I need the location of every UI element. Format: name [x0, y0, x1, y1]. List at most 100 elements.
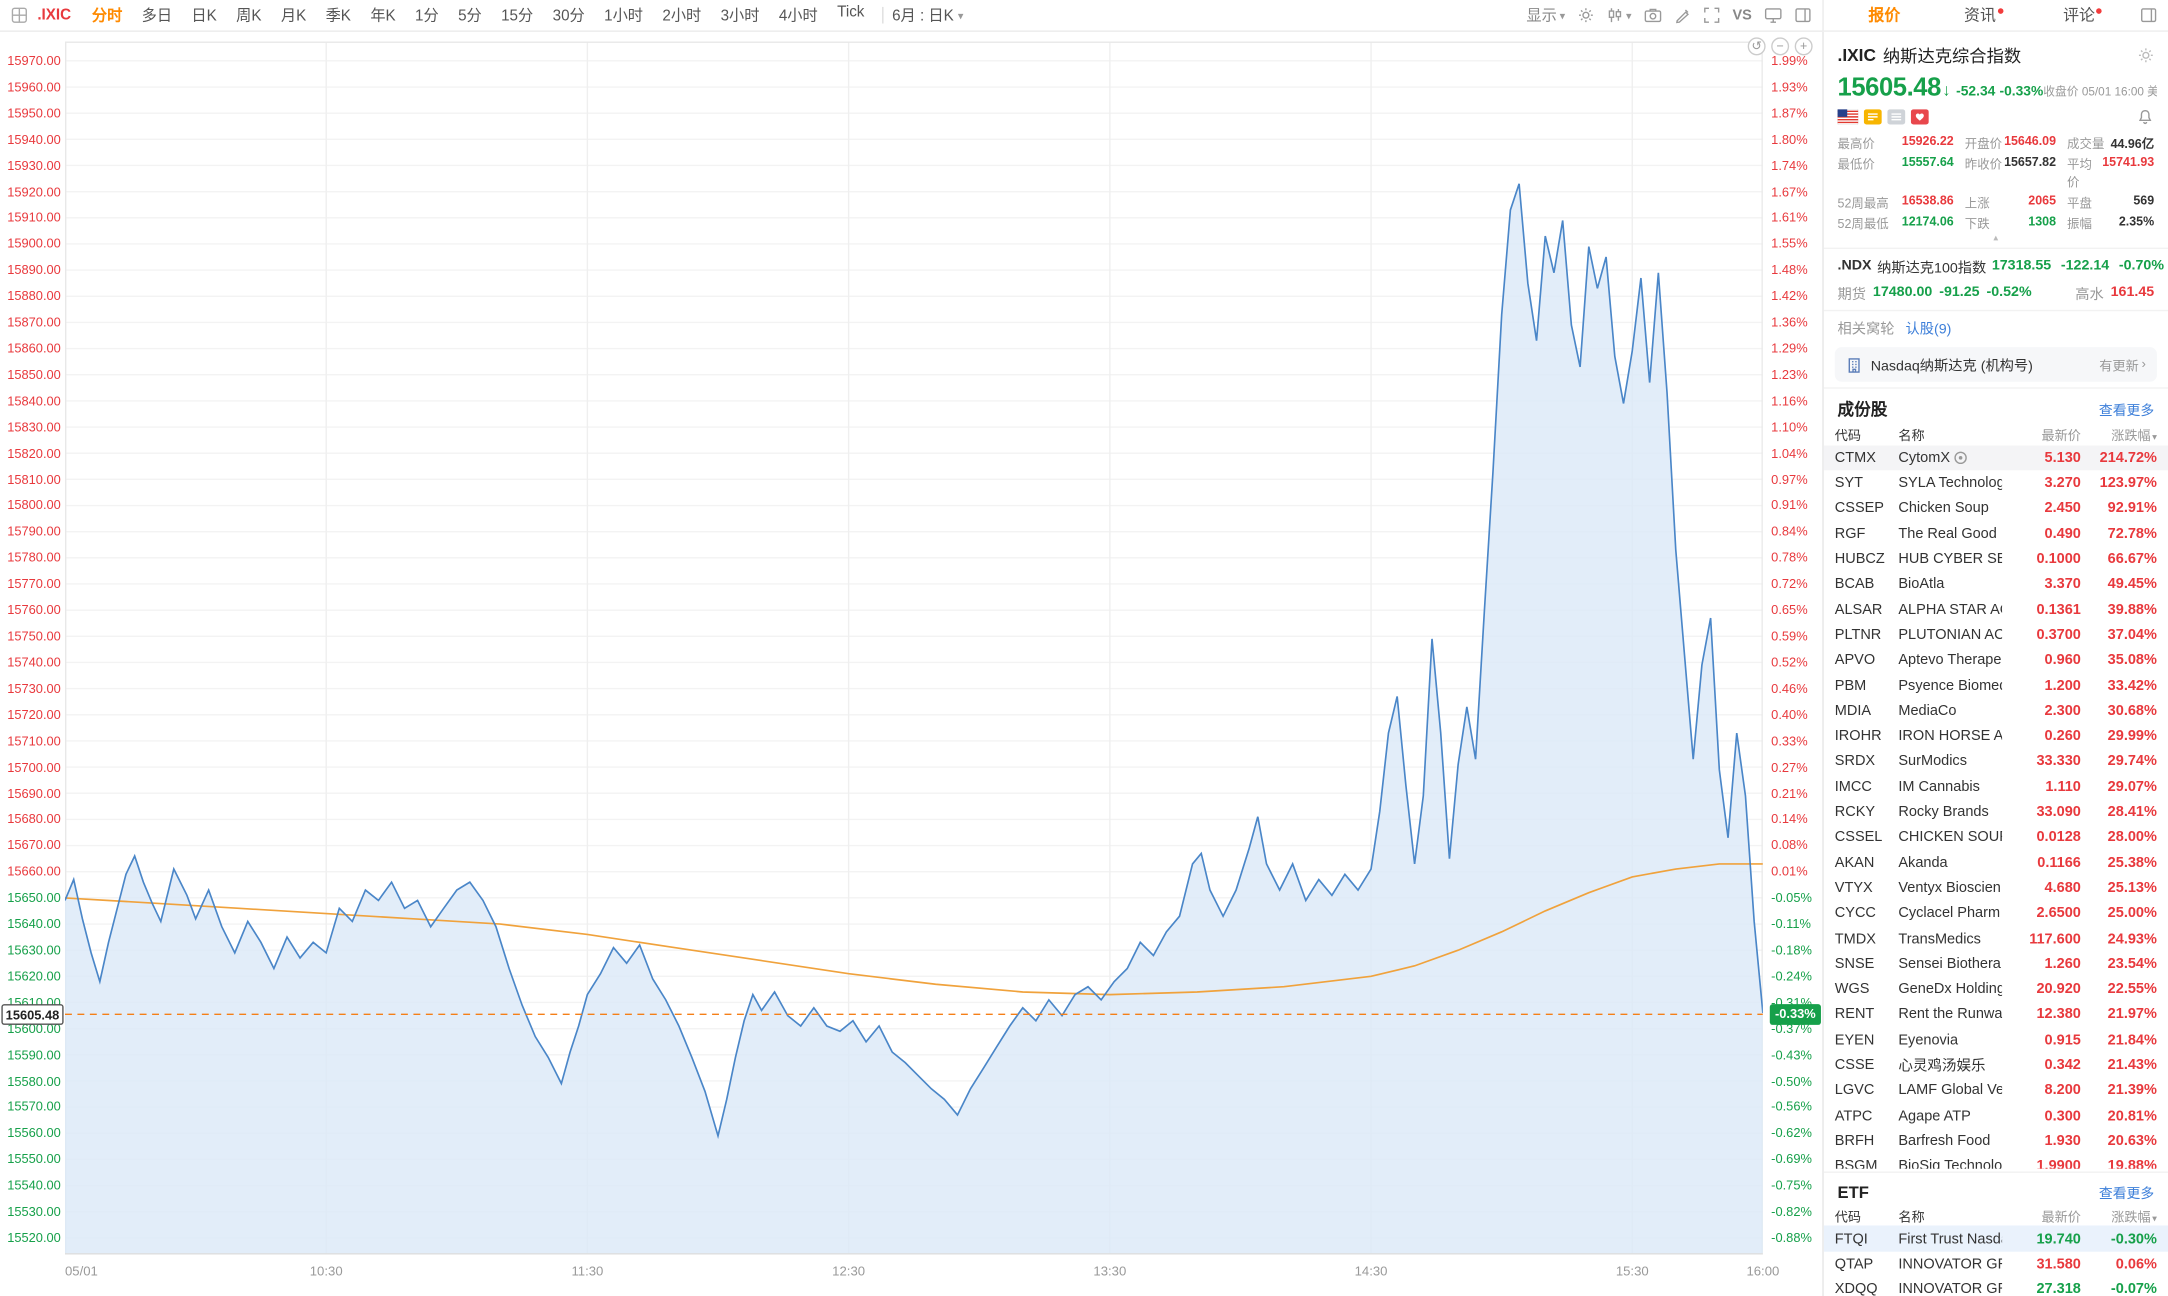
price-tick: 15660.00: [7, 864, 61, 879]
stock-name: Cyclacel Pharm: [1898, 904, 2001, 922]
zoom-in-icon[interactable]: +: [1794, 37, 1813, 56]
table-row-CSSEL[interactable]: CSSEL CHICKEN SOUP 0.0128 28.00%: [1824, 825, 2168, 850]
timeframe-Tick[interactable]: Tick: [837, 4, 865, 21]
timeframe-季K[interactable]: 季K: [325, 8, 351, 25]
warrants-link[interactable]: 认股(9): [1905, 322, 1952, 338]
ndx-index-row[interactable]: .NDX 纳斯达克100指数 17318.55 -122.14 -0.70%: [1823, 247, 2168, 280]
fullscreen-icon[interactable]: [1703, 7, 1720, 24]
table-row-PBM[interactable]: PBM Psyence Biomed 1.200 33.42%: [1824, 673, 2168, 698]
price-tick: 15890.00: [7, 263, 61, 278]
col-名称[interactable]: 名称: [1898, 1210, 1925, 1226]
col-代码[interactable]: 代码: [1834, 429, 1862, 445]
percent-tick: 1.99%: [1771, 53, 1808, 68]
table-row-XDQQ[interactable]: XDQQ INNOVATOR GRO 27.318 -0.07%: [1824, 1277, 2168, 1296]
table-row-HUBCZ[interactable]: HUBCZ HUB CYBER SEC 0.1000 66.67%: [1824, 546, 2168, 571]
period-selector[interactable]: 6月 : 日K ▾: [892, 8, 964, 25]
col-涨跌幅[interactable]: 涨跌幅▾: [2111, 1210, 2157, 1226]
chart-style-icon[interactable]: ▾: [1607, 7, 1632, 24]
etf-more-link[interactable]: 查看更多: [2098, 1186, 2155, 1202]
alert-bell-icon[interactable]: [2136, 108, 2154, 126]
col-名称[interactable]: 名称: [1898, 429, 1925, 445]
table-row-ATPC[interactable]: ATPC Agape ATP 0.300 20.81%: [1824, 1103, 2168, 1128]
percent-tick: 1.48%: [1771, 263, 1808, 278]
table-row-CSSEP[interactable]: CSSEP Chicken Soup 2.450 92.91%: [1824, 496, 2168, 521]
timeframe-分时[interactable]: 分时: [91, 8, 123, 25]
table-row-ALSAR[interactable]: ALSAR ALPHA STAR AC 0.1361 39.88%: [1824, 597, 2168, 622]
table-row-CSSE[interactable]: CSSE 心灵鸡汤娱乐 0.342 21.43%: [1824, 1052, 2168, 1077]
table-row-BRFH[interactable]: BRFH Barfresh Food 1.930 20.63%: [1824, 1128, 2168, 1153]
table-row-TMDX[interactable]: TMDX TransMedics 117.600 24.93%: [1824, 926, 2168, 951]
zoom-out-icon[interactable]: −: [1771, 37, 1790, 56]
tab-评论[interactable]: 评论: [2033, 4, 2132, 26]
quote-settings-gear-icon[interactable]: [2138, 46, 2155, 63]
table-row-AKAN[interactable]: AKAN Akanda 0.1166 25.38%: [1824, 850, 2168, 875]
table-row-IMCC[interactable]: IMCC IM Cannabis 1.110 29.07%: [1824, 774, 2168, 799]
table-row-QTAP[interactable]: QTAP INNOVATOR GRO 31.580 0.06%: [1824, 1251, 2168, 1276]
table-row-SYT[interactable]: SYT SYLA Technologies 3.270 123.97%: [1824, 470, 2168, 495]
percent-tick: -0.43%: [1771, 1047, 1812, 1062]
layout-icon[interactable]: [1795, 7, 1812, 24]
timeframe-1分[interactable]: 1分: [415, 8, 439, 25]
percent-tick: 0.21%: [1771, 786, 1808, 801]
col-最新价[interactable]: 最新价: [2041, 1210, 2081, 1226]
col-最新价[interactable]: 最新价: [2041, 429, 2081, 445]
favorite-badge-icon[interactable]: [1910, 109, 1929, 125]
table-row-BCAB[interactable]: BCAB BioAtla 3.370 49.45%: [1824, 572, 2168, 597]
table-row-RGF[interactable]: RGF The Real Good 0.490 72.78%: [1824, 521, 2168, 546]
drawing-tool-icon[interactable]: [1674, 7, 1691, 24]
timeframe-月K[interactable]: 月K: [280, 8, 307, 25]
table-row-MDIA[interactable]: MDIA MediaCo 2.300 30.68%: [1824, 698, 2168, 723]
table-row-EYEN[interactable]: EYEN Eyenovia 0.915 21.84%: [1824, 1027, 2168, 1052]
table-row-WGS[interactable]: WGS GeneDx Holding 20.920 22.55%: [1824, 976, 2168, 1001]
last-price: 1.9900: [2036, 1157, 2081, 1169]
stat-上涨: 上涨 2065: [1964, 193, 2057, 211]
table-row-VTYX[interactable]: VTYX Ventyx Bioscien 4.680 25.13%: [1824, 875, 2168, 900]
monitor-icon[interactable]: [1764, 7, 1782, 24]
table-row-BSGM[interactable]: BSGM BioSig Technolo 1.9900 19.88%: [1824, 1154, 2168, 1169]
table-row-APVO[interactable]: APVO Aptevo Therape 0.960 35.08%: [1824, 647, 2168, 672]
intraday-chart[interactable]: [64, 41, 1763, 1255]
table-row-IROHR[interactable]: IROHR IRON HORSE AC 0.260 29.99%: [1824, 723, 2168, 748]
table-row-RENT[interactable]: RENT Rent the Runwa 12.380 21.97%: [1824, 1002, 2168, 1027]
table-row-SRDX[interactable]: SRDX SurModics 33.330 29.74%: [1824, 749, 2168, 774]
stats-collapse-icon[interactable]: ▴: [1993, 233, 1999, 244]
timeframe-周K[interactable]: 周K: [236, 8, 262, 25]
timeframe-4小时[interactable]: 4小时: [778, 8, 818, 25]
panel-collapse-icon[interactable]: [2140, 7, 2157, 24]
reset-zoom-icon[interactable]: ↺: [1747, 37, 1766, 56]
tab-资讯[interactable]: 资讯: [1934, 4, 2033, 26]
percent-tick: 0.46%: [1771, 681, 1808, 696]
timeframe-1小时[interactable]: 1小时: [604, 8, 643, 25]
timeframe-15分[interactable]: 15分: [501, 8, 534, 25]
timeframe-日K[interactable]: 日K: [191, 8, 217, 25]
camera-icon[interactable]: [1644, 7, 1662, 24]
tab-报价[interactable]: 报价: [1868, 8, 1901, 25]
timeframe-2小时[interactable]: 2小时: [662, 8, 702, 25]
window-grid-icon[interactable]: [11, 7, 28, 24]
col-代码[interactable]: 代码: [1834, 1210, 1862, 1226]
sort-caret-icon: ▾: [2152, 433, 2157, 444]
settings-gear-icon[interactable]: [1578, 7, 1595, 24]
table-row-SNSE[interactable]: SNSE Sensei Biothera 1.260 23.54%: [1824, 951, 2168, 976]
display-dropdown[interactable]: 显示 ▾: [1526, 8, 1566, 25]
stat-开盘价: 开盘价 15646.09: [1964, 134, 2057, 151]
org-card[interactable]: Nasdaq纳斯达克 (机构号) 有更新 ›: [1834, 347, 2157, 382]
col-涨跌幅[interactable]: 涨跌幅▾: [2111, 429, 2157, 445]
timeframe-30分[interactable]: 30分: [552, 8, 585, 25]
table-row-FTQI[interactable]: FTQI First Trust Nasdaq 19.740 -0.30%: [1823, 1226, 2168, 1252]
table-row-RCKY[interactable]: RCKY Rocky Brands 33.090 28.41%: [1824, 799, 2168, 824]
timeframe-年K[interactable]: 年K: [370, 8, 396, 25]
table-row-CTMX[interactable]: CTMX CytomX 5.130 214.72%: [1823, 445, 2168, 471]
timeframe-3小时[interactable]: 3小时: [720, 8, 760, 25]
vs-compare-button[interactable]: VS: [1732, 6, 1752, 24]
timeframe-多日[interactable]: 多日: [141, 8, 173, 25]
constituents-more-link[interactable]: 查看更多: [2098, 403, 2155, 420]
futures-row[interactable]: 期货 17480.00 -91.25 -0.52% 高水 161.45: [1824, 279, 2168, 309]
table-row-LGVC[interactable]: LGVC LAMF Global Ve 8.200 21.39%: [1824, 1078, 2168, 1103]
level2-badge-icon[interactable]: [1863, 109, 1882, 125]
table-row-PLTNR[interactable]: PLTNR PLUTONIAN AC 0.3700 37.04%: [1824, 622, 2168, 647]
table-row-CYCC[interactable]: CYCC Cyclacel Pharm 2.6500 25.00%: [1824, 901, 2168, 926]
doc-badge-icon[interactable]: [1887, 109, 1906, 125]
price-tick: 15750.00: [7, 629, 61, 644]
timeframe-5分[interactable]: 5分: [458, 8, 482, 25]
